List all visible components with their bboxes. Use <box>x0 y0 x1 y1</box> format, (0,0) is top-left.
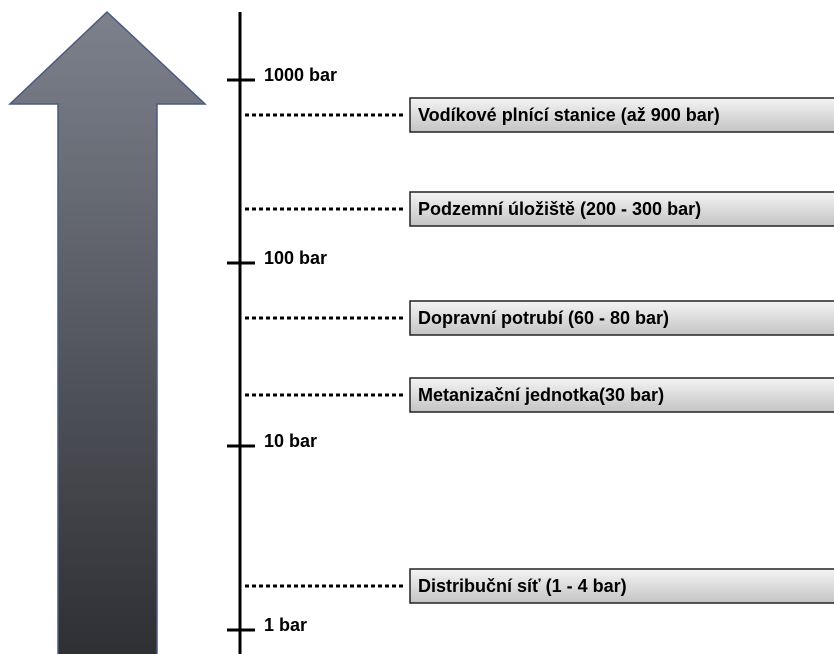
item-label: Vodíkové plnící stanice (až 900 bar) <box>418 105 720 125</box>
item-label: Distribuční síť (1 - 4 bar) <box>418 576 627 596</box>
item-label: Podzemní úložiště (200 - 300 bar) <box>418 199 701 219</box>
tick-label: 100 bar <box>264 248 327 268</box>
item-box <box>409 97 834 133</box>
item-box <box>409 377 834 413</box>
item-box <box>409 191 834 227</box>
pressure-arrow <box>8 10 207 654</box>
tick-label: 1000 bar <box>264 65 337 85</box>
tick-label: 10 bar <box>264 431 317 451</box>
item-box <box>409 568 834 604</box>
item-label: Dopravní potrubí (60 - 80 bar) <box>418 308 669 328</box>
item-label: Metanizační jednotka(30 bar) <box>418 385 664 405</box>
tick-label: 1 bar <box>264 615 307 635</box>
item-box <box>409 300 834 336</box>
